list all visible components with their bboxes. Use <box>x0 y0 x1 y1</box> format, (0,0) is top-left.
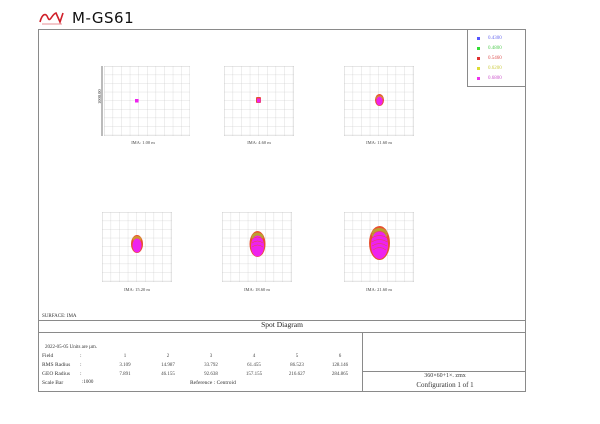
rms-value: 61.455 <box>247 363 261 368</box>
divider <box>38 320 526 321</box>
field-number: 3 <box>209 354 213 359</box>
field-number: 4 <box>252 354 256 359</box>
surface-label: SURFACE: IMA <box>42 314 77 319</box>
legend-label: 0.4800 <box>488 45 502 51</box>
brand-name: M-GS61 <box>72 9 135 27</box>
geo-value: 46.155 <box>161 372 175 377</box>
legend-item: 0.5460 <box>468 53 502 63</box>
rms-value: 14.987 <box>161 363 175 368</box>
colon: : <box>80 353 82 359</box>
brand-logo-icon <box>39 12 64 25</box>
date-units: 2022-05-05 Units are µm. <box>45 345 98 350</box>
spot-plot-field-3 <box>344 66 430 152</box>
field-number: 2 <box>166 354 170 359</box>
legend-label: 0.6200 <box>488 65 502 71</box>
legend-item: 0.4300 <box>468 33 502 43</box>
wavelength-legend: 0.4300 0.4800 0.5460 0.6200 0.6800 <box>467 29 526 87</box>
geo-value: 284.865 <box>331 372 349 377</box>
report-frame <box>38 29 526 392</box>
field-number: 5 <box>295 354 299 359</box>
legend-marker-icon <box>477 36 480 40</box>
spot-plot-field-2 <box>224 66 310 152</box>
brand-header: M-GS61 <box>38 8 134 28</box>
legend-item: 0.4800 <box>468 43 502 53</box>
plot-label: IMA: 15.20 m <box>124 287 150 292</box>
rms-radius-label: RMS Radius <box>42 362 71 368</box>
scale-bar-label: Scale Bar <box>42 380 64 386</box>
rms-value: 128.146 <box>331 363 349 368</box>
plot-label: IMA: 21.60 m <box>366 287 392 292</box>
plot-label: IMA: 11.60 m <box>366 140 392 145</box>
legend-marker-icon <box>477 76 480 80</box>
plot-label: IMA: 4.60 m <box>247 140 271 145</box>
divider <box>38 332 526 333</box>
reference-label: Reference : Centroid <box>190 380 236 386</box>
scale-bar-label: 1000.00 <box>97 89 102 104</box>
legend-marker-icon <box>477 56 480 60</box>
file-name: 360×60+1×. zmx <box>424 373 466 379</box>
geo-value: 92.638 <box>204 372 218 377</box>
legend-label: 0.4300 <box>488 35 502 41</box>
spot-plot-field-1 <box>104 66 190 152</box>
configuration-label: Configuration 1 of 1 <box>416 381 474 389</box>
legend-label: 0.5460 <box>488 55 502 61</box>
legend-label: 0.6800 <box>488 75 502 81</box>
spot-plot-field-5 <box>222 212 308 298</box>
rms-value: 86.523 <box>290 363 304 368</box>
geo-value: 157.155 <box>245 372 263 377</box>
spot-plot-field-4 <box>102 212 188 298</box>
scale-bar-value: :1000 <box>82 380 94 385</box>
field-number: 6 <box>338 354 342 359</box>
rms-value: 33.792 <box>204 363 218 368</box>
plot-label: IMA: 18.60 m <box>244 287 270 292</box>
colon: : <box>80 371 82 377</box>
legend-item: 0.6200 <box>468 63 502 73</box>
legend-marker-icon <box>477 46 480 50</box>
geo-radius-label: GEO Radius <box>42 371 70 377</box>
legend-item: 0.6800 <box>468 73 502 83</box>
divider <box>362 371 526 372</box>
divider <box>362 332 363 392</box>
geo-value: 216.627 <box>288 372 306 377</box>
spot-plot-field-6 <box>344 212 430 298</box>
field-label: Field <box>42 353 54 359</box>
geo-value: 7.891 <box>119 372 131 377</box>
colon: : <box>80 362 82 368</box>
field-number: 1 <box>123 354 127 359</box>
plot-label: IMA: 1.00 m <box>131 140 155 145</box>
scale-bar <box>101 66 103 136</box>
chart-title: Spot Diagram <box>261 320 303 329</box>
rms-value: 3.109 <box>119 363 131 368</box>
legend-marker-icon <box>477 66 480 70</box>
